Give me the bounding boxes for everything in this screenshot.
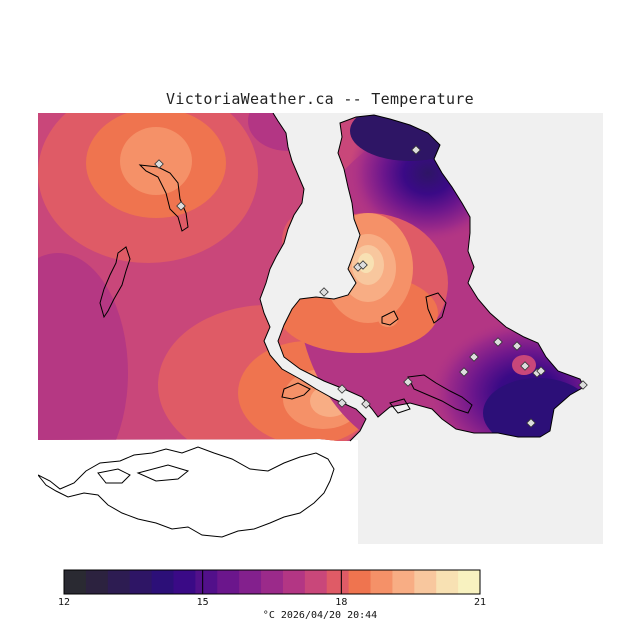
colorbar-swatch <box>85 570 109 594</box>
station-marker[interactable] <box>411 145 421 155</box>
temperature-map <box>38 113 603 544</box>
colorbar-swatch <box>458 570 481 594</box>
station-marker[interactable] <box>337 384 347 394</box>
colorbar-swatch <box>282 570 306 594</box>
colorbar-swatch <box>129 570 153 594</box>
station-marker[interactable] <box>520 361 530 371</box>
colorbar-swatch <box>261 570 284 594</box>
station-marker[interactable] <box>526 418 536 428</box>
station-marker[interactable] <box>361 399 371 409</box>
colorbar-swatch <box>370 570 393 594</box>
colorbar-tick-label: 21 <box>473 597 487 608</box>
station-marker[interactable] <box>154 159 164 169</box>
colorbar-swatch <box>414 570 437 594</box>
station-marker[interactable] <box>319 287 329 297</box>
colorbar-swatch <box>304 570 328 594</box>
colorbar-swatch <box>348 570 372 594</box>
colorbar-swatch <box>173 570 196 594</box>
station-marker[interactable] <box>512 341 522 351</box>
colorbar: 12 15 18 21 <box>0 560 640 640</box>
colorbar-swatch <box>436 570 459 594</box>
station-marker[interactable] <box>358 260 368 270</box>
station-marker[interactable] <box>459 367 469 377</box>
colorbar-swatches <box>63 569 481 595</box>
map-title: VictoriaWeather.ca -- Temperature <box>166 90 474 108</box>
colorbar-swatch <box>239 570 262 594</box>
station-marker[interactable] <box>578 380 588 390</box>
station-marker[interactable] <box>337 398 347 408</box>
colorbar-tick-label: 18 <box>335 597 348 608</box>
colorbar-swatch <box>326 570 350 594</box>
colorbar-swatch <box>392 570 415 594</box>
no-data-area <box>38 440 358 544</box>
station-marker[interactable] <box>403 377 413 387</box>
colorbar-swatch <box>107 570 131 594</box>
colorbar-swatch <box>195 570 218 594</box>
map-caption: °C 2026/04/20 20:44 <box>262 610 378 621</box>
coastlines <box>38 113 585 538</box>
colorbar-swatch <box>151 570 174 594</box>
colorbar-tick-label: 12 <box>57 597 71 608</box>
station-marker[interactable] <box>469 352 479 362</box>
colorbar-tick-label: 15 <box>196 597 209 608</box>
colorbar-swatch <box>64 570 87 594</box>
station-marker[interactable] <box>176 201 186 211</box>
colorbar-swatch <box>217 570 240 594</box>
station-marker[interactable] <box>493 337 503 347</box>
station-marker[interactable] <box>536 366 546 376</box>
station-markers <box>154 145 588 428</box>
